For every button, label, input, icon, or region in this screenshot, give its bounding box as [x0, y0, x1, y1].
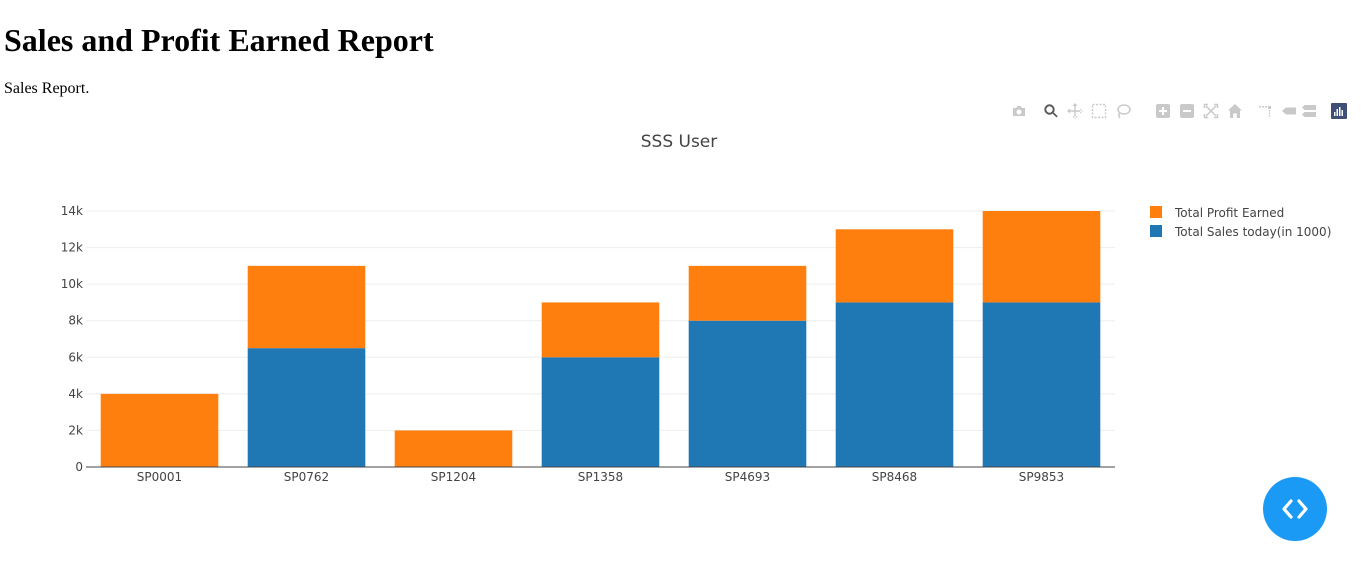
y-tick-label: 6k: [68, 350, 83, 364]
lasso-select-icon: [1117, 104, 1131, 119]
hover-closest-button[interactable]: [1278, 100, 1300, 122]
y-tick-label: 4k: [68, 387, 83, 401]
x-tick-label: SP1358: [578, 470, 623, 484]
x-tick-label: SP0001: [137, 470, 182, 484]
camera-button[interactable]: [1008, 100, 1030, 122]
page-title: Sales and Profit Earned Report: [4, 22, 434, 58]
spike-lines-icon: [1259, 106, 1271, 117]
legend[interactable]: Total Profit Earned Total Sales today(in …: [1150, 206, 1331, 239]
box-select-icon: [1091, 103, 1107, 119]
y-tick-label: 0: [75, 460, 83, 474]
y-tick-label: 2k: [68, 423, 83, 437]
code-toggle-button[interactable]: [1263, 477, 1327, 541]
reset-axes-button[interactable]: [1224, 100, 1246, 122]
bars[interactable]: [100, 211, 1101, 467]
chart[interactable]: SSS User 0 2k 4k 6k 8k 10k 12k 14k SP0001 SP0762…: [0, 125, 1362, 495]
zoom-in-button[interactable]: [1152, 100, 1174, 122]
page-description: Sales Report.: [4, 80, 90, 97]
bar-sp1358[interactable]: [541, 302, 660, 358]
box-select-button[interactable]: [1088, 100, 1110, 122]
x-tick-label: SP1204: [431, 470, 476, 484]
hover-compare-button[interactable]: [1298, 100, 1320, 122]
bar-sp8468[interactable]: [835, 302, 954, 467]
x-tick-label: SP9853: [1019, 470, 1064, 484]
hover-compare-icon: [1302, 105, 1316, 117]
bar-sp1204[interactable]: [394, 430, 513, 467]
plotly-logo-icon: [1331, 103, 1347, 119]
legend-label[interactable]: Total Sales today(in 1000): [1174, 225, 1331, 239]
zoom-out-icon: [1180, 104, 1194, 118]
bar-sp8468[interactable]: [835, 229, 954, 303]
legend-swatch[interactable]: [1150, 225, 1162, 237]
bar-sp4693[interactable]: [688, 320, 807, 467]
y-tick-label: 14k: [61, 204, 83, 218]
autoscale-button[interactable]: [1200, 100, 1222, 122]
legend-label[interactable]: Total Profit Earned: [1174, 206, 1284, 220]
y-axis-ticks: 0 2k 4k 6k 8k 10k 12k 14k: [61, 204, 83, 474]
bar-sp9853[interactable]: [982, 211, 1101, 303]
chart-title: SSS User: [641, 132, 718, 152]
x-tick-label: SP4693: [725, 470, 770, 484]
hover-closest-icon: [1282, 107, 1296, 115]
zoom-out-button[interactable]: [1176, 100, 1198, 122]
y-tick-label: 10k: [61, 277, 83, 291]
zoom-button[interactable]: [1040, 100, 1062, 122]
x-axis-ticks: SP0001 SP0762 SP1204 SP1358 SP4693 SP8468 SP98…: [137, 470, 1064, 484]
autoscale-icon: [1203, 103, 1219, 119]
zoom-icon: [1044, 104, 1058, 118]
bar-sp0001[interactable]: [100, 393, 219, 467]
plotly-logo-button[interactable]: [1328, 100, 1350, 122]
bar-sp1358[interactable]: [541, 357, 660, 467]
bar-sp0762[interactable]: [247, 348, 366, 467]
spike-lines-button[interactable]: [1254, 100, 1276, 122]
bar-sp9853[interactable]: [982, 302, 1101, 467]
y-tick-label: 12k: [61, 241, 83, 255]
zoom-in-icon: [1156, 104, 1170, 118]
code-icon: [1282, 499, 1308, 519]
bar-sp0762[interactable]: [247, 265, 366, 349]
bar-sp4693[interactable]: [688, 265, 807, 321]
y-tick-label: 8k: [68, 314, 83, 328]
reset-axes-icon: [1228, 104, 1242, 118]
legend-swatch[interactable]: [1150, 206, 1162, 218]
pan-button[interactable]: [1064, 100, 1086, 122]
x-tick-label: SP0762: [284, 470, 329, 484]
lasso-select-button[interactable]: [1112, 100, 1134, 122]
x-tick-label: SP8468: [872, 470, 917, 484]
camera-icon: [1013, 106, 1025, 116]
pan-icon: [1067, 103, 1083, 119]
